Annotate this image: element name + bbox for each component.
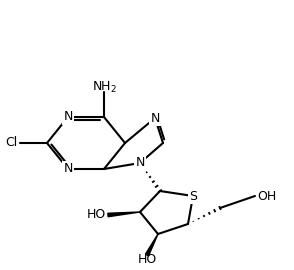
Text: N: N xyxy=(63,110,73,123)
Text: N: N xyxy=(150,112,160,124)
Text: N: N xyxy=(135,157,145,170)
Text: Cl: Cl xyxy=(6,137,18,150)
Text: S: S xyxy=(189,190,197,202)
Text: N: N xyxy=(63,163,73,176)
Text: OH: OH xyxy=(257,190,276,202)
Polygon shape xyxy=(108,212,140,217)
Text: HO: HO xyxy=(137,253,157,266)
Text: HO: HO xyxy=(87,208,106,221)
Text: NH$_2$: NH$_2$ xyxy=(91,80,116,95)
Polygon shape xyxy=(146,234,158,256)
